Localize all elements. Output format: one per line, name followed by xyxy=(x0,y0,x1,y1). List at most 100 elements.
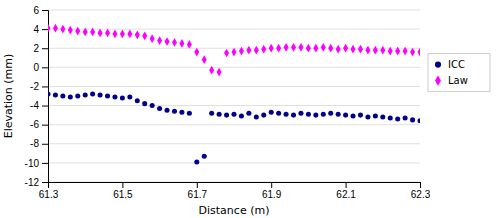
point xyxy=(209,66,214,75)
tick-mark xyxy=(42,48,48,49)
grid-line xyxy=(48,67,420,68)
point xyxy=(142,101,147,106)
plot: 61.361.561.761.962.162.3-12-10-8-6-4-202… xyxy=(25,5,431,200)
point xyxy=(68,26,73,35)
tick-mark xyxy=(197,182,198,188)
point xyxy=(112,94,117,99)
legend-item: Law xyxy=(435,75,468,86)
point xyxy=(403,47,408,56)
point xyxy=(313,113,318,118)
point xyxy=(165,37,170,46)
point xyxy=(142,31,147,40)
chart: 61.361.561.761.962.162.3-12-10-8-6-4-202… xyxy=(0,0,500,218)
point xyxy=(179,110,184,115)
legend-item: ICC xyxy=(435,59,465,70)
tick: -6 xyxy=(30,119,48,130)
point xyxy=(417,118,420,123)
point xyxy=(343,113,348,118)
series xyxy=(48,92,420,165)
point xyxy=(194,48,199,57)
legend-label: ICC xyxy=(448,59,465,70)
tick: 0 xyxy=(33,62,48,73)
marks xyxy=(48,24,420,165)
legend: ICC Law xyxy=(428,54,490,92)
point xyxy=(239,114,244,119)
point xyxy=(410,48,415,57)
point xyxy=(388,115,393,120)
series xyxy=(48,24,420,77)
point xyxy=(112,30,117,39)
point xyxy=(306,112,311,117)
point xyxy=(202,55,207,64)
tick-label: 61.9 xyxy=(262,189,282,200)
point xyxy=(328,44,333,53)
point xyxy=(365,46,370,55)
tick: 2 xyxy=(33,43,48,54)
point xyxy=(105,93,110,98)
tick-mark xyxy=(271,182,272,188)
axis-line xyxy=(49,183,421,189)
point xyxy=(388,47,393,56)
y-axis-title: Elevation (mm) xyxy=(2,54,15,139)
point xyxy=(276,44,281,53)
point xyxy=(53,24,58,33)
point xyxy=(358,45,363,54)
tick-mark xyxy=(346,182,347,188)
tick-label: 2 xyxy=(33,43,39,54)
tick-mark xyxy=(42,125,48,126)
grid-line xyxy=(48,86,420,87)
point xyxy=(83,28,88,37)
point xyxy=(239,47,244,56)
point xyxy=(75,93,80,98)
point xyxy=(410,117,415,122)
point xyxy=(98,29,103,38)
point xyxy=(150,103,155,108)
grid-line xyxy=(48,143,420,144)
point xyxy=(403,115,408,120)
point xyxy=(224,113,229,118)
point xyxy=(336,112,341,117)
point xyxy=(187,111,192,116)
point xyxy=(209,111,214,116)
point xyxy=(135,30,140,39)
point xyxy=(261,113,266,118)
point xyxy=(48,92,51,97)
point xyxy=(120,30,125,39)
grid xyxy=(48,10,420,182)
tick-mark xyxy=(42,10,48,11)
tick-mark xyxy=(42,182,48,183)
point xyxy=(321,43,326,52)
point xyxy=(53,93,58,98)
tick-label: 4 xyxy=(33,24,39,35)
point xyxy=(284,112,289,117)
tick-mark xyxy=(42,163,48,164)
point xyxy=(202,154,207,159)
point xyxy=(165,108,170,113)
point xyxy=(328,111,333,116)
point xyxy=(135,98,140,103)
point xyxy=(358,113,363,118)
tick: 6 xyxy=(33,5,48,16)
legend-frame xyxy=(428,54,490,92)
tick: 61.7 xyxy=(188,182,208,200)
tick-label: 61.7 xyxy=(188,189,208,200)
point xyxy=(127,94,132,99)
point xyxy=(351,114,356,119)
tick: -12 xyxy=(25,177,48,188)
tick: -8 xyxy=(30,138,48,149)
point xyxy=(217,68,222,77)
point xyxy=(284,43,289,52)
grid-line xyxy=(48,29,420,30)
point xyxy=(321,112,326,117)
point xyxy=(75,27,80,36)
tick: -4 xyxy=(30,100,48,111)
tick-mark xyxy=(42,144,48,145)
point xyxy=(291,43,296,52)
point xyxy=(231,112,236,117)
axis-line xyxy=(42,11,49,183)
tick: 61.3 xyxy=(39,182,59,200)
point xyxy=(395,47,400,56)
grid-line xyxy=(48,124,420,125)
point xyxy=(217,112,222,117)
point xyxy=(351,45,356,54)
